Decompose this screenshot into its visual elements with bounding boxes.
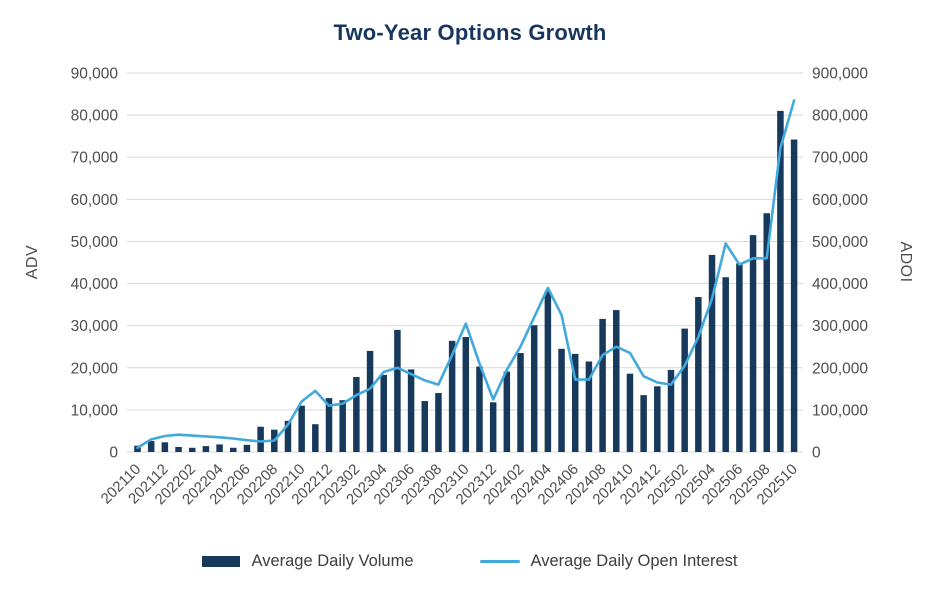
- volume-bar: [613, 310, 620, 452]
- volume-bar: [571, 353, 579, 452]
- volume-bar: [517, 353, 524, 452]
- y-axis-tick-label-left: 10,000: [71, 402, 119, 419]
- y-axis-tick-label-left: 50,000: [71, 234, 119, 251]
- volume-bar: [366, 350, 374, 452]
- volume-bar: [790, 139, 798, 453]
- volume-bar: [667, 369, 675, 452]
- volume-bar: [230, 447, 237, 452]
- volume-bar: [175, 446, 182, 452]
- volume-bar: [585, 361, 593, 452]
- volume-bar: [599, 318, 606, 452]
- volume-bar: [640, 395, 647, 452]
- volume-bar: [421, 401, 429, 452]
- y-axis-tick-label-right: 100,000: [812, 402, 868, 419]
- volume-bar: [339, 400, 346, 452]
- open-interest-line: [136, 99, 796, 450]
- y-axis-title-left: ADV: [24, 244, 41, 280]
- volume-bar: [312, 424, 319, 452]
- volume-bar: [777, 110, 784, 453]
- volume-swatch-icon: [202, 556, 241, 567]
- volume-bar: [708, 254, 716, 452]
- volume-bar: [681, 328, 688, 452]
- chart-title: Two-Year Options Growth: [333, 20, 607, 45]
- volume-bar: [435, 393, 442, 452]
- volume-bar: [298, 405, 305, 452]
- volume-bar: [763, 213, 770, 452]
- y-axis-tick-label-right: 600,000: [812, 192, 868, 209]
- y-axis-tick-label-left: 0: [109, 445, 118, 462]
- y-axis-tick-label-right: 200,000: [812, 360, 868, 377]
- volume-bar: [394, 329, 401, 452]
- volume-bar: [695, 297, 702, 452]
- y-axis-tick-label-left: 70,000: [71, 150, 119, 167]
- volume-bar: [380, 374, 387, 452]
- volume-bar: [188, 447, 196, 452]
- volume-bar: [353, 377, 360, 452]
- legend-item-volume: Average Daily Volume: [202, 552, 414, 571]
- volume-bar: [544, 291, 552, 452]
- volume-bar: [736, 263, 743, 452]
- legend-label-open-interest: Average Daily Open Interest: [530, 552, 738, 570]
- legend-item-open-interest: Average Daily Open Interest: [479, 552, 738, 571]
- volume-bar: [202, 446, 210, 452]
- volume-bar: [476, 366, 483, 452]
- volume-bar: [462, 337, 470, 452]
- volume-bar: [489, 402, 497, 452]
- y-axis-tick-label-left: 40,000: [71, 276, 119, 293]
- volume-bar: [325, 398, 333, 452]
- volume-bar: [407, 369, 415, 452]
- volume-bar: [558, 348, 565, 452]
- volume-bar: [216, 444, 223, 452]
- volume-bar: [654, 386, 661, 452]
- volume-bar: [503, 371, 511, 452]
- volume-bar: [161, 442, 169, 452]
- open-interest-line-swatch-icon: [479, 560, 520, 563]
- y-axis-tick-label-left: 60,000: [71, 192, 119, 209]
- y-axis-tick-label-left: 80,000: [71, 108, 119, 125]
- volume-bar: [257, 426, 264, 452]
- y-axis-tick-label-right: 500,000: [812, 234, 868, 251]
- y-axis-tick-label-right: 700,000: [812, 150, 868, 167]
- volume-bar: [147, 441, 155, 452]
- y-axis-tick-label-right: 400,000: [812, 276, 868, 293]
- y-axis-tick-label-right: 0: [812, 445, 821, 462]
- volume-bar: [749, 235, 757, 452]
- y-axis-tick-label-right: 800,000: [812, 108, 868, 125]
- legend: Average Daily Volume Average Daily Open …: [0, 552, 940, 571]
- y-axis-title-right: ADOI: [897, 241, 914, 283]
- y-axis-tick-label-left: 20,000: [71, 360, 119, 377]
- volume-bar: [626, 373, 634, 452]
- volume-bar: [722, 277, 729, 452]
- y-axis-tick-label-right: 300,000: [812, 318, 868, 335]
- y-axis-tick-label-left: 90,000: [71, 66, 119, 83]
- volume-bar: [448, 340, 456, 452]
- volume-bar: [530, 325, 538, 452]
- legend-label-volume: Average Daily Volume: [251, 552, 414, 570]
- volume-bar: [243, 444, 251, 452]
- y-axis-tick-label-left: 30,000: [71, 318, 119, 335]
- chart-canvas: 0 0 10,000 100,000 20,000 200,000 30,000 300,00…: [71, 66, 869, 509]
- y-axis-tick-label-right: 900,000: [812, 66, 868, 83]
- volume-bar: [284, 420, 292, 452]
